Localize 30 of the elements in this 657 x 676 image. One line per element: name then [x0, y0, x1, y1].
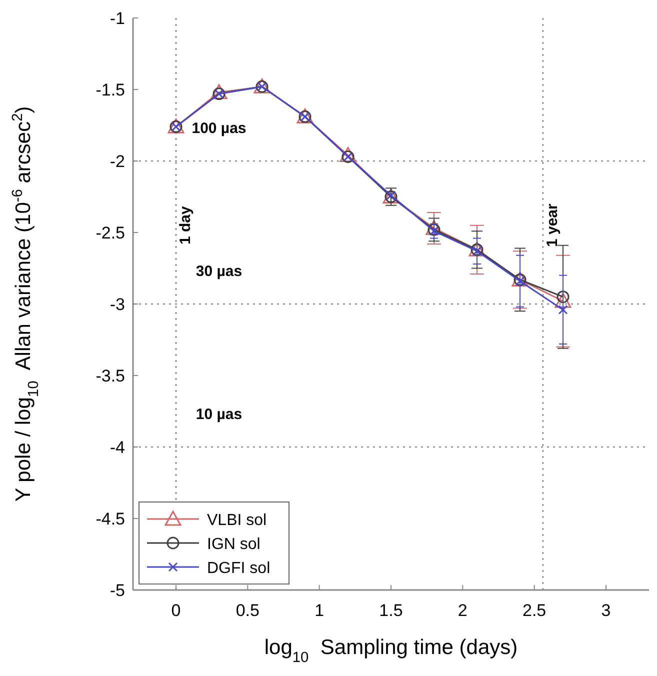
ref-line-label: 30 µas — [196, 263, 242, 280]
x-tick-label: 2 — [458, 601, 468, 620]
y-tick-label: -4.5 — [96, 510, 125, 528]
legend-label: DGFI sol — [207, 560, 270, 577]
x-axis-title: log$_{10}$ Sampling time (days) — [264, 636, 518, 666]
x-tick-label: 1 — [314, 601, 324, 620]
legend-label: VLBI sol — [207, 512, 267, 529]
point — [210, 84, 228, 100]
y-tick-label: -5 — [110, 581, 125, 600]
ref-line-label: 1 year — [544, 204, 561, 248]
y-tick-label: -3.5 — [96, 366, 125, 386]
y-tick-label: -1.5 — [96, 80, 125, 100]
y-tick-label: -2 — [110, 152, 125, 171]
x-tick-label: 1.5 — [379, 601, 403, 620]
y-tick-label: -4 — [110, 438, 125, 457]
y-tick-label: -3 — [110, 295, 125, 314]
point — [426, 220, 442, 235]
x-tick-label: 0 — [171, 601, 181, 620]
x-tick-label: 3 — [601, 601, 611, 620]
point — [554, 292, 572, 308]
ref-line-label: 1 day — [177, 206, 194, 245]
y-tick-label: -1 — [110, 9, 125, 28]
legend-label: IGN sol — [207, 536, 260, 553]
ref-line-label: 10 µas — [196, 406, 242, 423]
x-tick-label: 0.5 — [236, 601, 260, 620]
y-tick-label: -2.5 — [96, 224, 125, 242]
point — [558, 304, 568, 314]
ref-line-label: 100 µas — [192, 120, 246, 137]
point — [340, 147, 356, 162]
x-tick-label: 2.5 — [522, 601, 546, 620]
